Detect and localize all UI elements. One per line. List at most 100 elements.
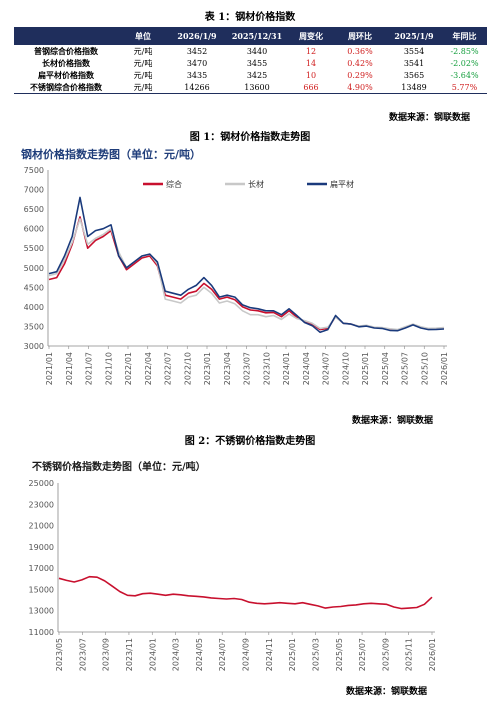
legend-label: 综合 [166, 179, 182, 189]
y-tick-label: 23000 [29, 500, 54, 509]
y-tick-label: 3500 [24, 322, 44, 331]
row-prev: 13600 [226, 81, 288, 94]
row-current: 3452 [186, 46, 208, 56]
x-tick-label: 2025/10 [420, 352, 429, 385]
x-tick-label: 2023/01 [203, 352, 212, 385]
row-lastyear: 3554 [403, 46, 425, 56]
row-wow: 0.36% [347, 46, 373, 56]
row-name: 不锈钢综合价格指数 [14, 81, 118, 94]
x-tick-label: 2021/04 [65, 352, 74, 385]
x-tick-label: 2024/03 [172, 638, 181, 671]
x-tick-label: 2022/01 [124, 352, 133, 385]
row-unit: 元/吨 [118, 81, 168, 94]
x-tick-label: 2024/05 [195, 638, 204, 671]
y-tick-label: 15000 [29, 585, 54, 594]
row-yoy: 5.77% [442, 81, 487, 94]
x-tick-label: 2024/04 [302, 352, 311, 385]
y-tick-label: 7500 [24, 166, 44, 175]
row-yoy: -3.64% [450, 70, 479, 80]
x-tick-label: 2025/04 [381, 352, 390, 385]
x-tick-label: 2026/01 [428, 638, 437, 671]
x-tick-label: 2021/01 [45, 352, 54, 385]
row-lastyear: 3565 [403, 70, 425, 80]
y-tick-label: 3000 [24, 342, 44, 351]
x-tick-label: 2023/10 [262, 352, 271, 385]
source-note-3: 数据来源：钢联数据 [346, 687, 428, 697]
x-tick-label: 2025/11 [405, 638, 414, 671]
header-change: 周变化 [288, 27, 334, 45]
table-header-row: 单位 2026/1/9 2025/12/31 周变化 周环比 2025/1/9 … [14, 27, 487, 45]
row-wow: 0.42% [347, 58, 373, 68]
row-change: 12 [305, 46, 317, 56]
row-lastyear: 13489 [386, 81, 442, 94]
x-tick-label: 2025/01 [361, 352, 370, 385]
figure-2-caption: 图 2：不锈钢价格指数走势图 [184, 436, 316, 447]
y-tick-label: 13000 [29, 607, 54, 616]
x-tick-label: 2022/10 [183, 352, 192, 385]
row-change: 14 [305, 58, 317, 68]
row-wow: 0.29% [347, 70, 373, 80]
row-unit: 元/吨 [133, 70, 153, 80]
x-tick-label: 2023/04 [223, 352, 232, 385]
row-change: 10 [305, 70, 317, 80]
table-row: 普钢综合价格指数 元/吨 3452 3440 12 0.36% 3554 -2.… [14, 45, 487, 57]
header-unit: 单位 [118, 27, 168, 45]
header-wow: 周环比 [334, 27, 386, 45]
row-prev: 3440 [246, 46, 268, 56]
series-line-不锈钢综合 [58, 575, 433, 610]
row-name: 扁平材价格指数 [38, 69, 94, 80]
source-note-1: 数据来源：钢联数据 [389, 113, 471, 123]
row-wow: 4.90% [334, 81, 386, 94]
table-caption: 表 1：钢材价格指数 [204, 12, 296, 23]
row-lastyear: 3541 [403, 58, 425, 68]
y-tick-label: 19000 [29, 543, 54, 552]
y-tick-label: 7000 [24, 186, 44, 195]
legend-label: 长材 [248, 179, 264, 189]
row-prev: 3455 [246, 58, 268, 68]
chart-1-title: 钢材价格指数走势图（单位：元/吨） [21, 148, 202, 161]
x-tick-label: 2025/05 [335, 638, 344, 671]
header-current: 2026/1/9 [168, 27, 226, 45]
x-tick-label: 2025/07 [401, 352, 410, 385]
header-prev: 2025/12/31 [226, 27, 288, 45]
y-tick-label: 4000 [24, 303, 44, 312]
y-tick-label: 25000 [29, 479, 54, 488]
x-tick-label: 2022/04 [144, 352, 153, 385]
x-tick-label: 2024/11 [265, 638, 274, 671]
x-tick-label: 2024/10 [341, 352, 350, 385]
price-index-table: 单位 2026/1/9 2025/12/31 周变化 周环比 2025/1/9 … [14, 27, 487, 94]
series-line-扁平材 [48, 196, 445, 334]
x-tick-label: 2025/01 [288, 638, 297, 671]
table-row: 长材价格指数 元/吨 3470 3455 14 0.42% 3541 -2.02… [14, 57, 487, 69]
x-tick-label: 2025/09 [381, 638, 390, 671]
row-name: 普钢综合价格指数 [34, 45, 98, 56]
x-tick-label: 2024/07 [218, 638, 227, 671]
y-tick-label: 5500 [24, 244, 44, 253]
table-row: 不锈钢综合价格指数 元/吨 14266 13600 666 4.90% 1348… [14, 81, 487, 94]
x-tick-label: 2025/03 [311, 638, 320, 671]
x-tick-label: 2023/05 [55, 638, 64, 671]
figure-1-caption: 图 1：钢材价格指数走势图 [189, 132, 311, 143]
x-tick-label: 2023/11 [125, 638, 134, 671]
y-tick-label: 6500 [24, 205, 44, 214]
x-tick-label: 2023/07 [78, 638, 87, 671]
x-tick-label: 2022/07 [164, 352, 173, 385]
x-tick-label: 2024/01 [282, 352, 291, 385]
header-lastyear: 2025/1/9 [386, 27, 442, 45]
y-tick-label: 5000 [24, 264, 44, 273]
row-yoy: -2.02% [450, 58, 479, 68]
x-tick-label: 2026/01 [440, 352, 449, 385]
header-yoy: 年同比 [442, 27, 487, 45]
y-tick-label: 4500 [24, 283, 44, 292]
y-tick-label: 21000 [29, 522, 54, 531]
series-line-长材 [48, 218, 445, 331]
x-tick-label: 2024/09 [242, 638, 251, 671]
x-tick-label: 2023/07 [243, 352, 252, 385]
row-prev: 3425 [246, 70, 268, 80]
row-current: 3435 [186, 70, 208, 80]
x-tick-label: 2024/07 [322, 352, 331, 385]
x-tick-label: 2021/07 [85, 352, 94, 385]
row-unit: 元/吨 [133, 46, 153, 56]
x-tick-label: 2023/09 [102, 638, 111, 671]
row-unit: 元/吨 [133, 58, 153, 68]
